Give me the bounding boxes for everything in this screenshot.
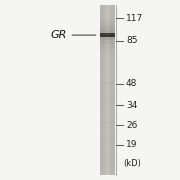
Bar bbox=[105, 5, 110, 175]
Bar bbox=[100, 33, 115, 37]
Bar bbox=[100, 5, 115, 175]
Bar bbox=[100, 26, 115, 44]
Text: GR: GR bbox=[50, 30, 67, 40]
Text: 26: 26 bbox=[126, 121, 137, 130]
Text: (kD): (kD) bbox=[123, 159, 141, 168]
Bar bbox=[100, 22, 115, 48]
Bar bbox=[100, 30, 115, 40]
Text: 19: 19 bbox=[126, 140, 138, 149]
Text: 85: 85 bbox=[126, 36, 138, 45]
Bar bbox=[100, 18, 115, 52]
Bar bbox=[106, 33, 109, 35]
Text: 48: 48 bbox=[126, 79, 137, 88]
Text: 117: 117 bbox=[126, 14, 143, 22]
Text: 34: 34 bbox=[126, 101, 137, 110]
